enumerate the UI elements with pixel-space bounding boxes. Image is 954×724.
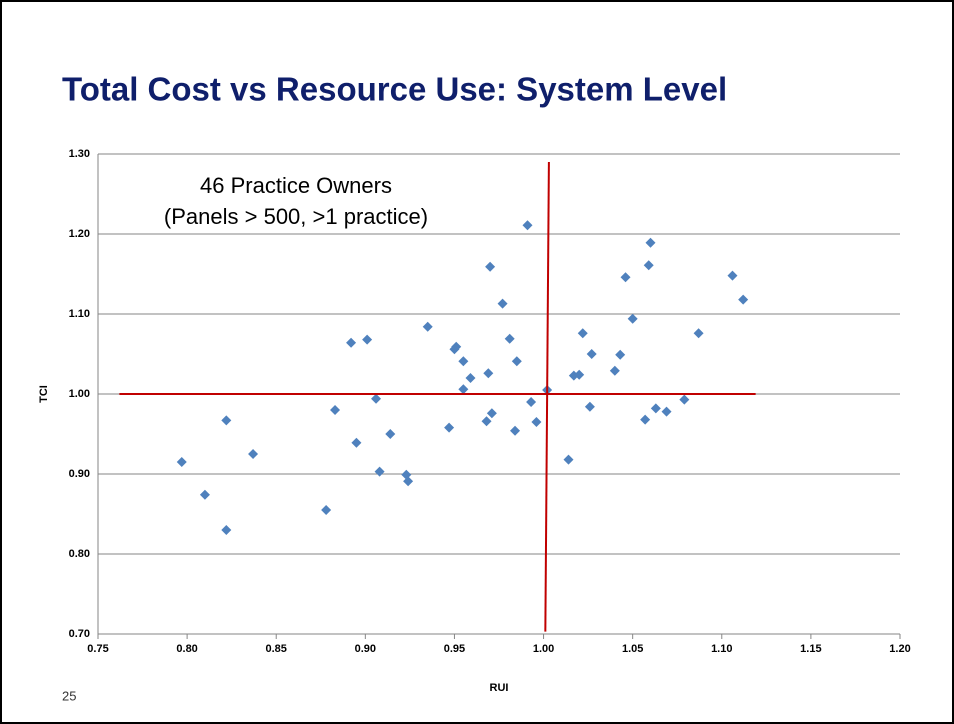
point — [504, 333, 515, 344]
point — [577, 328, 588, 339]
point — [481, 416, 492, 427]
x-axis-label: RUI — [490, 682, 509, 694]
x-tick-label: 0.85 — [266, 643, 287, 655]
point — [371, 393, 382, 404]
point — [531, 417, 542, 427]
point — [727, 270, 738, 281]
page-number: 25 — [62, 688, 76, 703]
point — [221, 415, 232, 426]
point — [586, 349, 597, 359]
y-tick-label: 1.20 — [69, 228, 90, 240]
x-tick-label: 1.05 — [622, 643, 643, 655]
x-tick-label: 0.75 — [87, 643, 108, 655]
point — [221, 525, 232, 535]
point — [330, 405, 341, 415]
point — [679, 394, 690, 405]
point — [738, 294, 749, 305]
y-tick-label: 1.10 — [69, 308, 90, 320]
point — [403, 476, 414, 487]
point — [661, 406, 672, 417]
x-tick-label: 0.95 — [444, 643, 465, 655]
y-tick-label: 1.30 — [69, 148, 90, 160]
point — [199, 489, 210, 500]
point — [563, 454, 574, 465]
point — [574, 369, 585, 380]
annotation: 46 Practice Owners — [200, 173, 392, 198]
point — [497, 298, 508, 309]
y-tick-label: 1.00 — [69, 388, 90, 400]
point — [645, 237, 656, 248]
reference-line — [544, 161, 550, 632]
point — [584, 401, 595, 412]
annotation: (Panels > 500, >1 practice) — [164, 204, 428, 229]
x-tick-label: 1.10 — [711, 643, 732, 655]
point — [609, 365, 620, 376]
point — [615, 349, 626, 360]
point — [643, 260, 654, 271]
point — [522, 220, 533, 231]
point — [510, 425, 521, 436]
point — [511, 356, 522, 367]
point — [650, 403, 661, 414]
x-tick-label: 1.00 — [533, 643, 554, 655]
x-tick-label: 1.20 — [889, 643, 910, 655]
x-tick-label: 0.90 — [355, 643, 376, 655]
point — [526, 397, 537, 407]
point — [486, 408, 497, 419]
point — [444, 422, 455, 433]
point — [248, 449, 259, 459]
point — [458, 356, 469, 367]
point — [351, 437, 362, 448]
x-tick-label: 1.15 — [800, 643, 821, 655]
point — [346, 337, 357, 348]
point — [451, 341, 462, 352]
y-axis-label: TCI — [38, 385, 50, 403]
point — [693, 328, 704, 339]
point — [483, 368, 494, 379]
point — [385, 429, 396, 439]
point — [485, 261, 496, 272]
y-tick-label: 0.80 — [69, 548, 90, 560]
point — [321, 505, 332, 515]
point — [627, 313, 638, 324]
point — [620, 272, 631, 283]
y-tick-label: 0.90 — [69, 468, 90, 480]
point — [640, 414, 651, 425]
point — [422, 321, 433, 332]
y-tick-label: 0.70 — [69, 628, 90, 640]
point — [176, 457, 187, 467]
x-tick-label: 0.80 — [176, 643, 197, 655]
point — [458, 384, 469, 395]
point — [362, 334, 373, 345]
point — [374, 466, 385, 477]
chart-title: Total Cost vs Resource Use: System Level — [62, 71, 727, 108]
point — [465, 373, 476, 383]
